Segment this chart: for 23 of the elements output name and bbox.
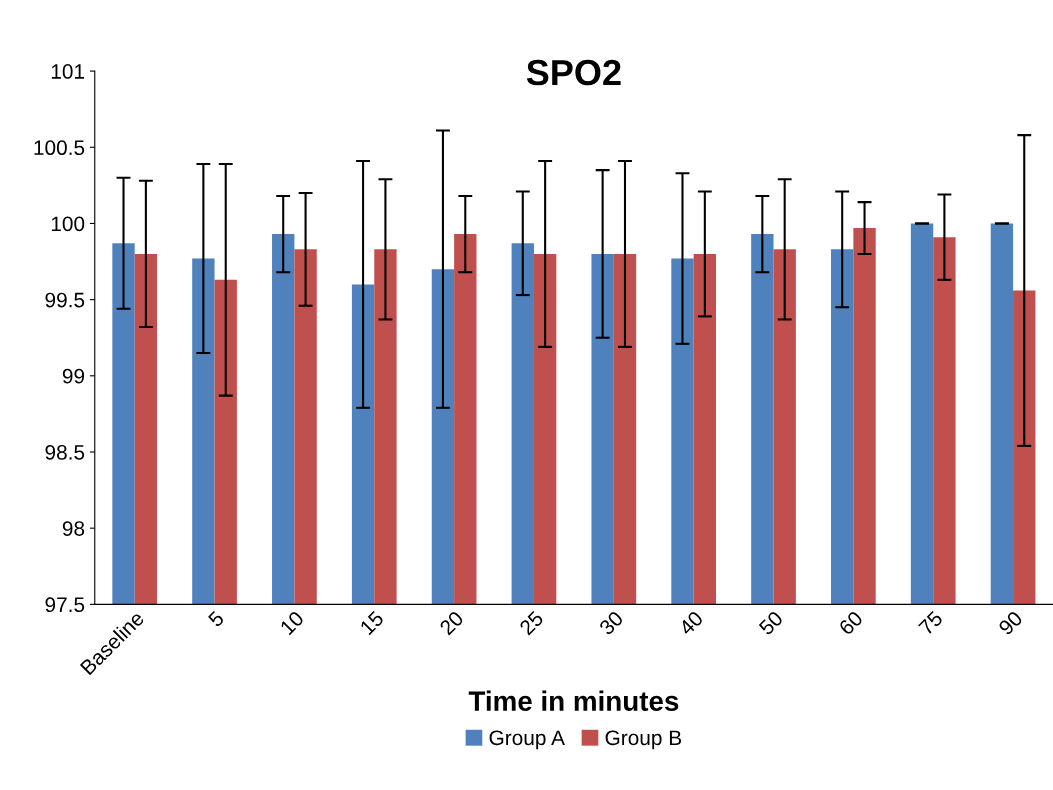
x-tick-label: 30 bbox=[598, 610, 625, 636]
x-tick-label: 40 bbox=[678, 610, 704, 637]
y-tick-label: 98 bbox=[62, 521, 85, 536]
y-tick-label: 99 bbox=[62, 368, 85, 384]
x-tick-label: 15 bbox=[359, 610, 385, 636]
legend-label: Group B bbox=[605, 730, 682, 750]
x-tick-label: 20 bbox=[438, 610, 465, 636]
legend-label: Group A bbox=[489, 730, 565, 750]
x-tick-label: 90 bbox=[997, 610, 1024, 636]
chart-title: SPO2 bbox=[526, 59, 621, 86]
x-axis-title: Time in minutes bbox=[468, 690, 679, 711]
y-tick-label: 98.5 bbox=[45, 444, 85, 460]
x-tick-label: 5 bbox=[207, 610, 225, 628]
x-tick-label: 75 bbox=[918, 610, 944, 636]
y-tick-label: 100 bbox=[51, 216, 85, 232]
x-tick-label: 10 bbox=[279, 610, 305, 636]
y-tick-label: 101 bbox=[51, 64, 85, 79]
y-tick-label: 97.5 bbox=[45, 597, 85, 613]
y-tick-label: 100.5 bbox=[34, 140, 85, 156]
y-tick-label: 99.5 bbox=[45, 292, 85, 308]
x-tick-label: 60 bbox=[838, 610, 864, 636]
x-tick-label: 25 bbox=[518, 610, 545, 636]
x-tick-label: 50 bbox=[758, 610, 784, 636]
